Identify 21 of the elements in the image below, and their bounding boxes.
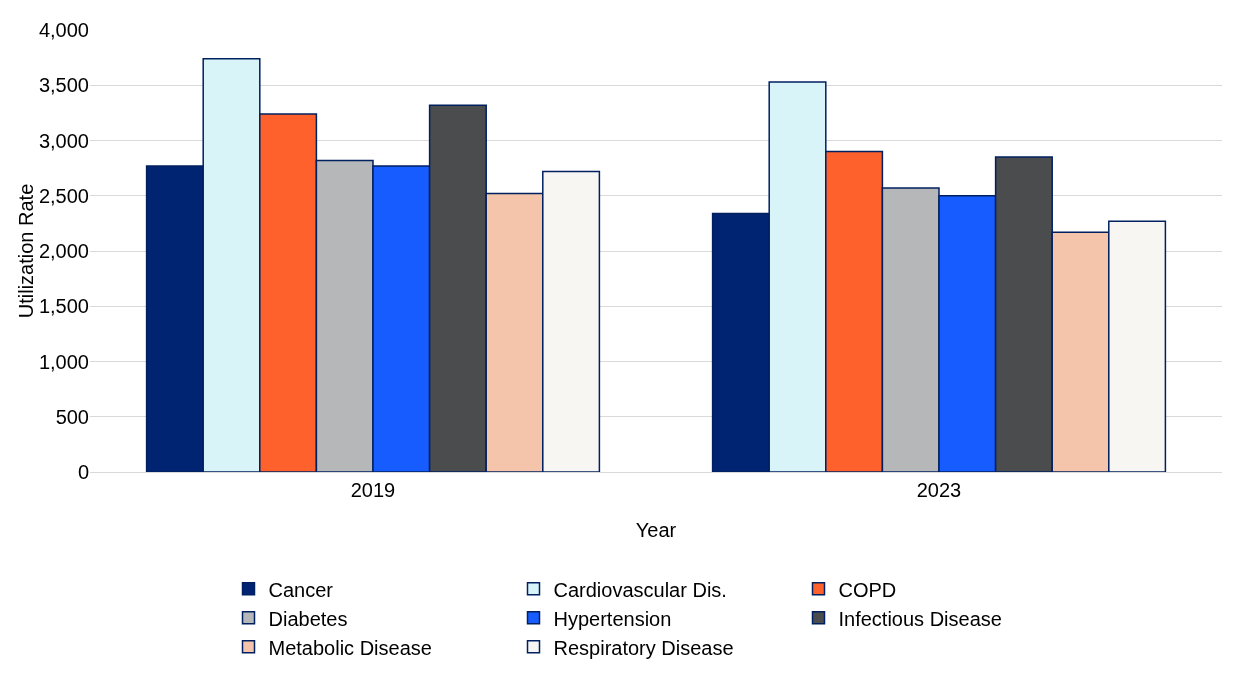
y-tick-label: 3,500: [38, 74, 89, 97]
x-tick-label: 2023: [916, 479, 962, 501]
y-tick-label: 1,000: [38, 350, 89, 373]
legend-label: Cancer: [268, 578, 334, 601]
y-tick-label: 2,000: [38, 240, 89, 262]
y-tick-label: 3,000: [38, 129, 89, 152]
legend-label: Infectious Disease: [838, 607, 1002, 630]
y-axis-title: Utilization Rate: [14, 183, 37, 319]
legend-label: Metabolic Disease: [268, 636, 432, 659]
y-tick-label: 1,500: [38, 295, 89, 318]
legend-label: Hypertension: [553, 607, 672, 630]
x-axis-title: Year: [635, 518, 677, 541]
x-tick-label: 2019: [350, 479, 396, 501]
y-tick-label: 2,500: [38, 184, 89, 207]
legend-label: Diabetes: [268, 607, 348, 630]
y-tick-label: 0: [77, 461, 89, 483]
legend-label: COPD: [838, 578, 897, 601]
y-tick-label: 500: [55, 405, 89, 428]
y-tick-label: 4,000: [38, 19, 89, 41]
legend-label: Cardiovascular Dis.: [553, 578, 727, 601]
legend-label: Respiratory Disease: [553, 636, 734, 659]
